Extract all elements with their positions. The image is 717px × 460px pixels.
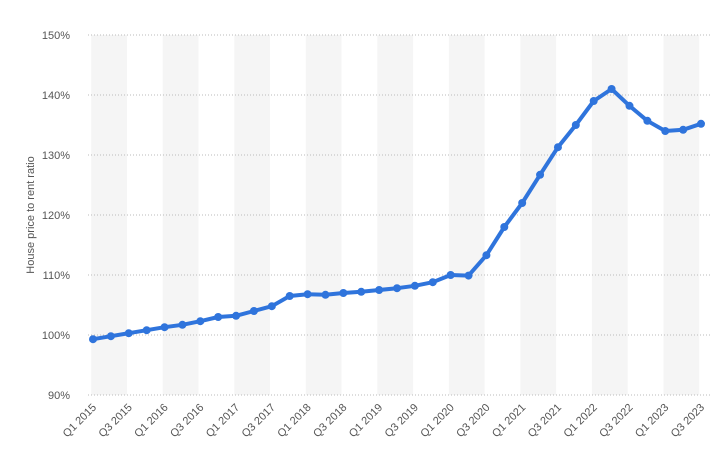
background-band [377, 35, 414, 395]
x-tick-label: Q1 2015 [61, 402, 99, 440]
point [464, 271, 473, 280]
x-tick-label: Q3 2017 [240, 402, 278, 440]
x-tick-label: Q3 2020 [454, 402, 492, 440]
x-tick-label: Q3 2023 [669, 402, 707, 440]
point [106, 332, 115, 341]
background-band [305, 35, 342, 395]
background-band [591, 35, 628, 395]
point [267, 302, 276, 311]
point [178, 320, 187, 329]
point [500, 223, 509, 231]
point [428, 278, 437, 287]
point [446, 271, 455, 279]
y-tick-label: 140% [42, 90, 70, 102]
point [232, 311, 241, 320]
x-tick-label: Q3 2022 [597, 402, 635, 440]
point [393, 284, 401, 293]
x-tick-label: Q3 2019 [383, 402, 421, 440]
point [249, 307, 258, 315]
point [89, 335, 97, 344]
point [160, 323, 169, 332]
background-band [663, 35, 700, 395]
point [571, 121, 580, 129]
y-axis-label: House price to rent ratio [25, 156, 37, 273]
x-tick-label: Q1 2016 [132, 402, 170, 440]
y-tick-label: 150% [42, 30, 70, 42]
point [697, 119, 705, 128]
point [303, 290, 312, 299]
point [357, 287, 366, 296]
x-tick-label: Q1 2021 [490, 402, 528, 440]
background-band [234, 35, 271, 395]
y-tick-label: 130% [42, 150, 70, 162]
y-tick-label: 110% [43, 270, 71, 282]
point [285, 292, 294, 300]
x-tick-label: Q1 2017 [204, 402, 242, 440]
point [679, 125, 688, 134]
point [214, 313, 223, 321]
point [482, 251, 491, 260]
x-tick-label: Q1 2022 [561, 402, 599, 440]
x-tick-label: Q1 2020 [418, 402, 456, 440]
point [518, 199, 527, 207]
x-tick-label: Q3 2016 [168, 402, 206, 440]
point [124, 329, 133, 338]
y-tick-label: 100% [42, 330, 70, 342]
point [661, 127, 670, 135]
x-tick-label: Q1 2018 [275, 402, 313, 440]
x-tick-label: Q3 2015 [97, 402, 135, 440]
point [339, 289, 348, 297]
point [607, 85, 616, 93]
y-tick-label: 90% [48, 390, 70, 402]
point [142, 326, 151, 335]
point [536, 170, 545, 179]
y-tick-label: 120% [42, 210, 70, 222]
x-tick-label: Q1 2019 [347, 402, 385, 440]
point [375, 286, 384, 294]
background-band [162, 35, 199, 395]
point [196, 317, 205, 326]
x-tick-label: Q1 2023 [633, 402, 671, 440]
point [643, 116, 652, 125]
point [410, 281, 419, 290]
point [321, 290, 330, 299]
point [589, 97, 598, 105]
point [625, 101, 634, 110]
point [553, 143, 562, 152]
x-tick-label: Q3 2018 [311, 402, 349, 440]
x-tick-label: Q3 2021 [526, 402, 564, 440]
